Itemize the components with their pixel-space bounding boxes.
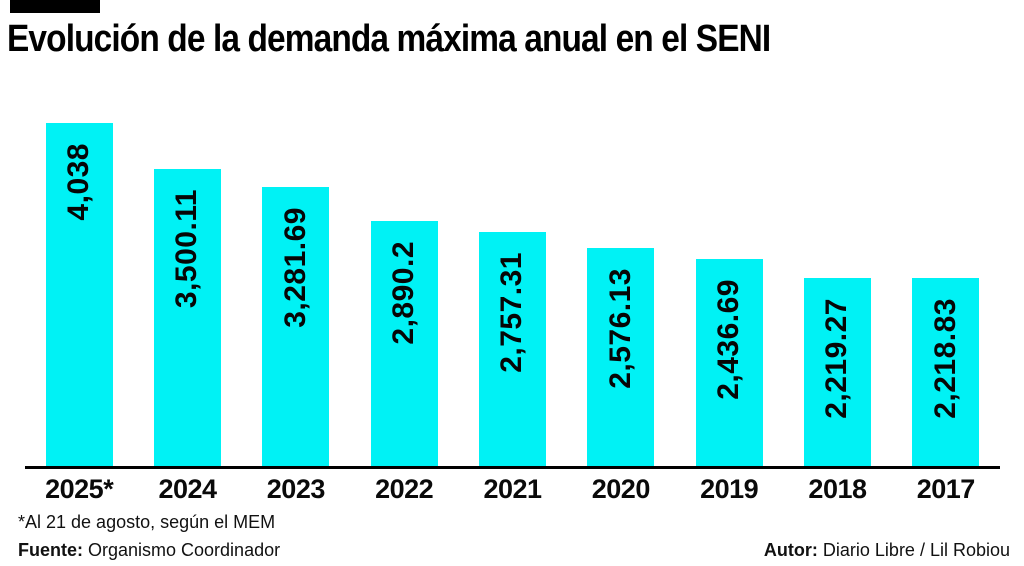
x-axis-labels: 2025* 2024 2023 2022 2021 2020 2019 2018 2017 <box>25 474 1000 505</box>
bar-2018: 2,219.27 <box>803 277 871 467</box>
x-tick-label-2020: 2020 <box>591 474 651 504</box>
x-tick-label-2017: 2017 <box>916 474 976 504</box>
bar-value-label: 3,281.69 <box>278 207 312 329</box>
bar-2017: 2,218.83 <box>912 277 980 467</box>
x-tick-label-2018: 2018 <box>808 474 867 504</box>
chart-footnote: *Al 21 de agosto, según el MEM <box>18 512 276 532</box>
x-tick-label-2025*: 2025* <box>45 474 114 504</box>
bar-value-label: 2,218.83 <box>928 297 962 419</box>
bar-2023: 3,281.69 <box>262 187 330 467</box>
bar-column-2020: 2,576.13 <box>567 123 675 467</box>
bar-2025*: 4,038 <box>45 123 113 467</box>
title-accent-bar <box>10 0 100 13</box>
x-axis-line <box>25 466 1000 469</box>
bar-column-2021: 2,757.31 <box>458 123 566 467</box>
bar-value-label: 2,890.2 <box>387 240 421 345</box>
source-label: Fuente: <box>18 540 83 560</box>
bar-2020: 2,576.13 <box>587 247 655 467</box>
bar-value-label: 2,576.13 <box>603 267 637 389</box>
author-value: Diario Libre / Lil Robiou <box>817 540 1010 560</box>
bar-column-2022: 2,890.2 <box>350 123 458 467</box>
bar-value-label: 3,500.11 <box>170 188 204 308</box>
x-tick-label-2022: 2022 <box>375 474 434 504</box>
bar-2024: 3,500.11 <box>153 168 221 467</box>
bar-2021: 2,757.31 <box>478 232 546 467</box>
source-value: Organismo Coordinador <box>83 540 281 560</box>
author-line: Autor: Diario Libre / Lil Robiou <box>764 540 1010 561</box>
bar-value-label: 2,219.27 <box>820 297 854 419</box>
bar-column-2018: 2,219.27 <box>783 123 891 467</box>
bar-value-label: 4,038 <box>62 143 96 221</box>
bar-column-2025*: 4,038 <box>25 123 133 467</box>
source-line: Fuente: Organismo Coordinador <box>18 540 280 561</box>
bar-value-label: 2,757.31 <box>495 252 529 373</box>
bar-column-2023: 3,281.69 <box>242 123 350 467</box>
bar-column-2017: 2,218.83 <box>892 123 1000 467</box>
bar-chart-plot-area: 4,038 3,500.11 3,281.69 2,890.2 2,757.31 2,57… <box>25 123 1000 467</box>
x-tick-label-2024: 2024 <box>158 474 217 504</box>
bar-2019: 2,436.69 <box>695 259 763 467</box>
bar-column-2019: 2,436.69 <box>675 123 783 467</box>
chart-title: Evolución de la demanda máxima anual en … <box>7 18 771 60</box>
author-label: Autor: <box>763 540 818 560</box>
bar-2022: 2,890.2 <box>370 220 438 467</box>
bar-value-label: 2,436.69 <box>712 279 746 401</box>
bar-column-2024: 3,500.11 <box>133 123 241 467</box>
x-tick-label-2019: 2019 <box>700 474 759 504</box>
x-tick-label-2021: 2021 <box>483 474 542 504</box>
x-tick-label-2023: 2023 <box>266 474 326 504</box>
